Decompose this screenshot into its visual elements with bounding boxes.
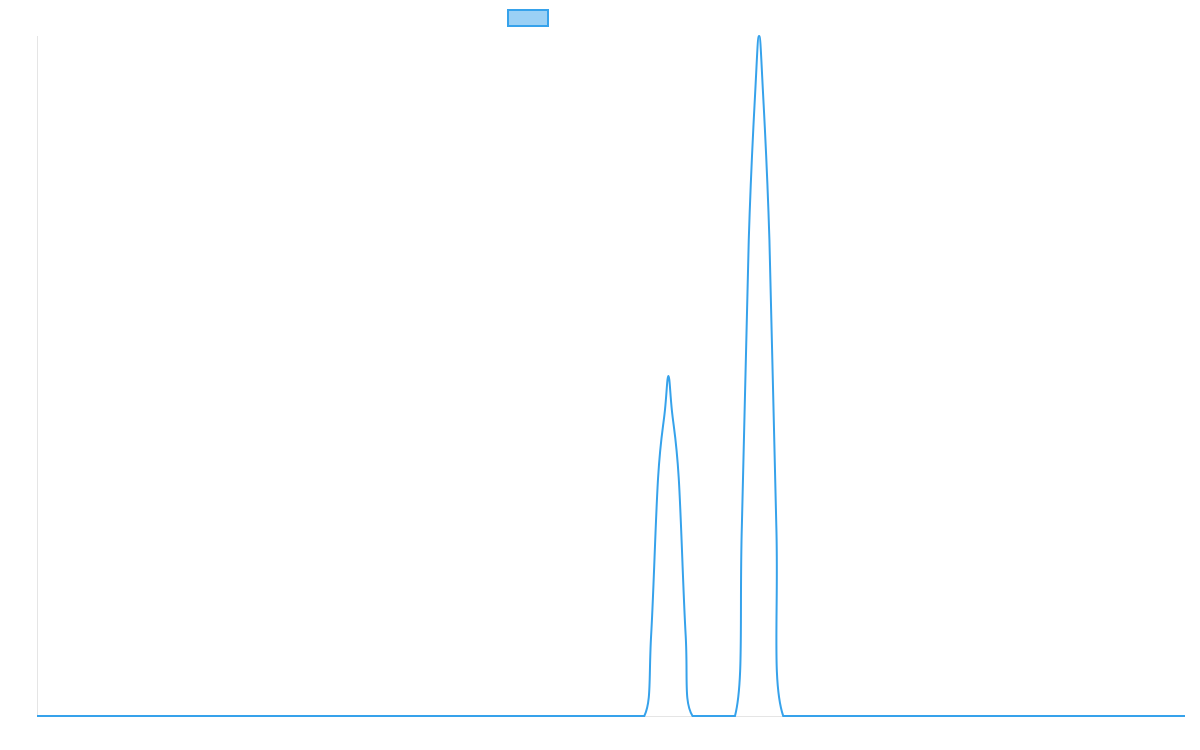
data-point-0-18[interactable] [753,81,759,87]
legend-swatch[interactable] [507,9,549,27]
data-point-0-27[interactable] [1182,713,1188,719]
legend[interactable] [507,9,549,27]
data-point-0-23[interactable] [780,713,786,719]
data-point-0-0[interactable] [34,713,40,719]
data-point-0-19[interactable] [756,33,762,39]
data-point-0-24[interactable] [838,713,844,719]
data-point-0-14[interactable] [690,713,696,719]
data-point-0-9[interactable] [662,407,668,413]
data-point-0-11[interactable] [669,407,675,413]
data-point-0-7[interactable] [648,631,654,637]
data-point-0-2[interactable] [264,713,270,719]
data-point-0-10[interactable] [665,373,671,379]
data-point-0-22[interactable] [773,523,779,529]
data-point-0-21[interactable] [766,237,772,243]
data-point-0-3[interactable] [378,713,384,719]
data-point-0-16[interactable] [739,523,745,529]
data-point-0-12[interactable] [676,475,682,481]
data-point-0-17[interactable] [746,237,752,243]
data-point-0-15[interactable] [732,713,738,719]
data-point-0-6[interactable] [641,713,647,719]
data-point-0-5[interactable] [608,713,614,719]
data-point-0-13[interactable] [683,631,689,637]
data-point-0-26[interactable] [1067,713,1073,719]
data-point-0-25[interactable] [952,713,958,719]
data-point-0-4[interactable] [493,713,499,719]
series-line-0[interactable] [37,34,1185,717]
data-point-0-1[interactable] [149,713,155,719]
data-point-0-20[interactable] [760,81,766,87]
series-group [34,33,1188,719]
data-point-0-8[interactable] [655,475,661,481]
